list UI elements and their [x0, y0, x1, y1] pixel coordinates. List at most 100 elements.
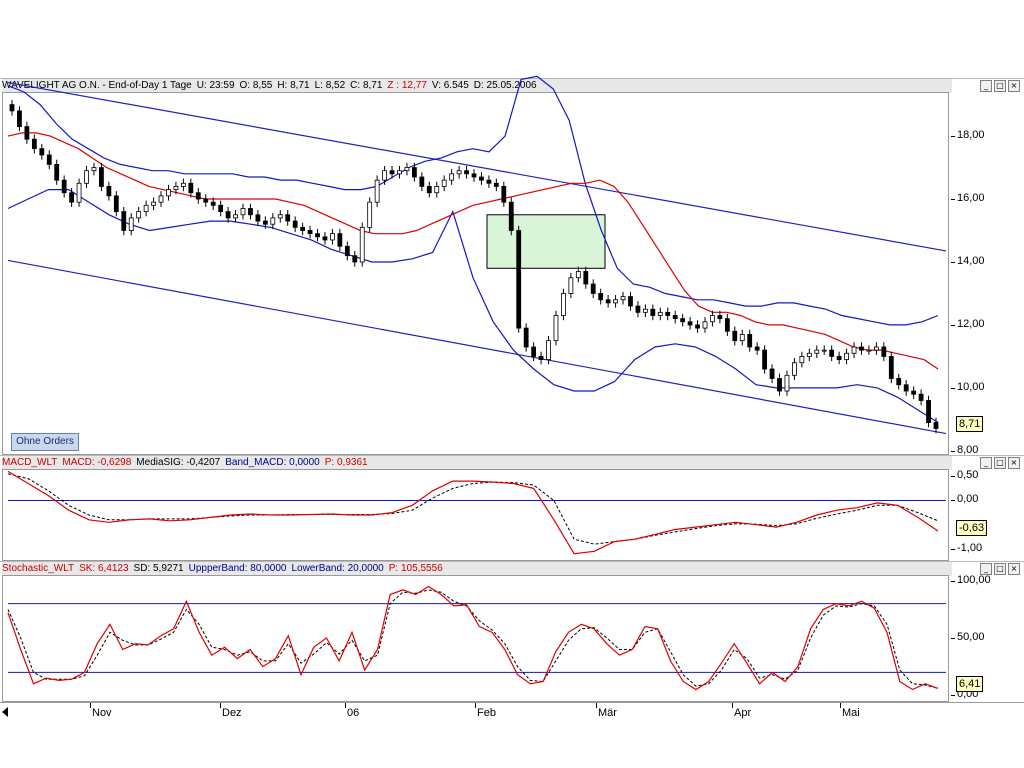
close-icon[interactable]: ×	[1008, 457, 1020, 469]
y-tick-label: 0,00	[950, 493, 979, 506]
candle-body	[754, 346, 760, 351]
candle-body	[307, 230, 313, 235]
stochastic-plot-area[interactable]	[2, 575, 949, 702]
candle-body	[739, 333, 745, 342]
candle-body	[672, 315, 678, 320]
candle-body	[888, 356, 894, 379]
candle-body	[389, 170, 395, 175]
candle-body	[844, 352, 849, 360]
y-tick-label: 10,00	[951, 380, 985, 393]
candle-body	[859, 346, 864, 351]
candle-body	[344, 245, 350, 257]
minimize-icon[interactable]: _	[980, 80, 992, 92]
candle-body	[657, 311, 663, 316]
close-icon[interactable]: ×	[1008, 563, 1020, 575]
candle-body	[680, 318, 686, 323]
orders-button[interactable]: Ohne Orders	[11, 433, 79, 451]
candle-body	[814, 349, 820, 354]
candle-body	[255, 214, 261, 222]
candle-body	[143, 204, 149, 213]
candle-body	[628, 296, 633, 307]
candle-body	[277, 214, 283, 219]
candle-body	[464, 170, 469, 175]
y-tick-label: 16,00	[951, 192, 985, 205]
candle-body	[590, 283, 596, 294]
price-plot-area[interactable]	[2, 92, 949, 455]
macd-panel: MACD_WLT MACD: -0,6298 MediaSIG: -0,4207 Ba…	[0, 455, 1024, 562]
candle-body	[531, 346, 537, 357]
candle-body	[903, 384, 909, 392]
candle-body	[441, 179, 447, 187]
title-segment: O: 8,55	[239, 80, 273, 91]
candle-body	[91, 167, 97, 172]
candle-body	[747, 333, 753, 348]
bollinger-lower-line	[7, 189, 939, 424]
close-icon[interactable]: ×	[1008, 80, 1020, 92]
candle-body	[39, 148, 45, 156]
candle-body	[248, 208, 253, 216]
candle-body	[702, 321, 708, 329]
candle-body	[270, 217, 276, 225]
candle-body	[188, 182, 194, 194]
macd-window-controls: _ □ ×	[980, 457, 1020, 469]
maximize-icon[interactable]: □	[994, 563, 1006, 575]
candle-body	[382, 170, 387, 181]
candle-body	[561, 293, 566, 316]
y-tick-label: -1,00	[950, 541, 983, 554]
moving-average-line	[7, 132, 939, 370]
candle-body	[873, 346, 879, 351]
candle-body	[508, 201, 514, 231]
minimize-icon[interactable]: _	[980, 563, 992, 575]
candle-body	[136, 211, 142, 219]
candle-body	[792, 362, 797, 376]
candle-body	[218, 204, 224, 213]
y-tick-label: 14,00	[951, 254, 985, 267]
scroll-left-icon[interactable]	[2, 707, 8, 717]
candle-body	[158, 195, 164, 203]
candle-body	[374, 179, 380, 203]
candle-body	[695, 324, 700, 329]
candle-body	[516, 230, 522, 329]
x-tick-label: Feb	[477, 707, 496, 719]
candle-body	[233, 214, 238, 219]
candle-body	[285, 214, 291, 222]
candle-body	[866, 349, 872, 352]
candle-body	[367, 201, 373, 228]
candle-body	[180, 182, 186, 187]
x-tick	[732, 703, 733, 708]
candle-body	[84, 170, 89, 184]
macd-plot-area[interactable]	[2, 469, 949, 561]
candle-body	[829, 349, 835, 357]
candle-body	[598, 293, 604, 301]
candle-body	[151, 201, 156, 206]
candle-body	[575, 271, 581, 279]
candle-body	[881, 346, 887, 357]
price-panel-title: WAVELIGHT AG O.N. - End-of-Day 1 Tage U: …	[2, 79, 952, 93]
candle-body	[806, 352, 812, 357]
candle-body	[687, 321, 693, 326]
x-tick-label: Mai	[842, 707, 860, 719]
candle-body	[426, 186, 432, 194]
candle-body	[546, 340, 551, 360]
candle-body	[836, 356, 842, 360]
maximize-icon[interactable]: □	[994, 80, 1006, 92]
time-axis[interactable]: Nov Dez 06 Feb Mär Apr Mai	[0, 702, 1024, 721]
title-segment: Stochastic_WLT	[2, 563, 75, 574]
candle-body	[769, 368, 775, 379]
candle-body	[635, 305, 641, 313]
title-segment: WAVELIGHT AG O.N. - End-of-Day 1 Tage	[2, 80, 192, 91]
candle-body	[46, 154, 52, 165]
candle-body	[24, 126, 30, 140]
minimize-icon[interactable]: _	[980, 457, 992, 469]
candle-body	[650, 308, 656, 316]
maximize-icon[interactable]: □	[994, 457, 1006, 469]
x-tick	[840, 703, 841, 708]
candle-body	[799, 356, 805, 364]
candle-body	[76, 182, 82, 203]
title-segment: L: 8,52	[314, 80, 346, 91]
candle-body	[397, 170, 402, 175]
candle-body	[926, 400, 931, 423]
macd-y-axis: 0,50 0,00 -1,00	[950, 469, 1024, 561]
stochastic-window-controls: _ □ ×	[980, 563, 1020, 575]
candle-body	[911, 390, 917, 395]
